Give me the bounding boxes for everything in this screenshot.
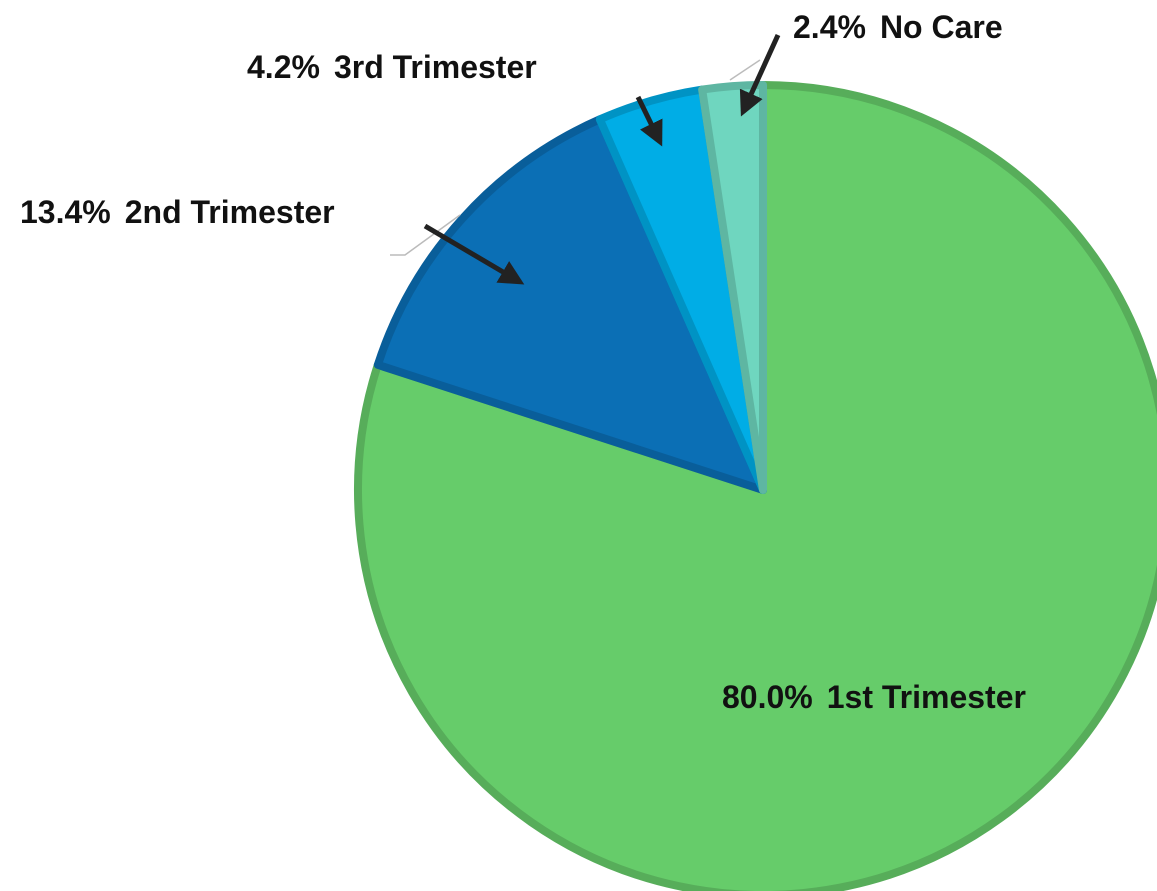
arrow xyxy=(423,223,525,285)
slice-label: 2.4% No Care xyxy=(793,9,1003,45)
pie-slice xyxy=(354,81,1157,891)
pie-slice xyxy=(698,81,767,494)
value-label: 13.4% xyxy=(20,194,111,230)
value-label: 2.4% xyxy=(793,9,866,45)
pie xyxy=(354,81,1157,891)
value-label: 80.0% xyxy=(722,679,813,715)
slice-label: 80.0% 1st Trimester xyxy=(722,679,1026,715)
leader-line xyxy=(390,214,461,256)
arrow xyxy=(739,33,781,117)
labels: 80.0% 1st Trimester 13.4% 2nd Trimester 4.2%… xyxy=(20,9,1026,715)
category-label: 2nd Trimester xyxy=(125,194,335,230)
category-label: 1st Trimester xyxy=(827,679,1026,715)
pie-slice xyxy=(373,115,767,494)
category-label: 3rd Trimester xyxy=(334,49,537,85)
leader-lines xyxy=(390,59,761,256)
slice-label: 4.2% 3rd Trimester xyxy=(247,49,537,85)
leader-line xyxy=(729,59,761,81)
value-label: 4.2% xyxy=(247,49,320,85)
category-label: No Care xyxy=(880,9,1003,45)
arrows xyxy=(423,33,781,285)
arrow xyxy=(635,95,663,147)
slice-label: 13.4% 2nd Trimester xyxy=(20,194,335,230)
